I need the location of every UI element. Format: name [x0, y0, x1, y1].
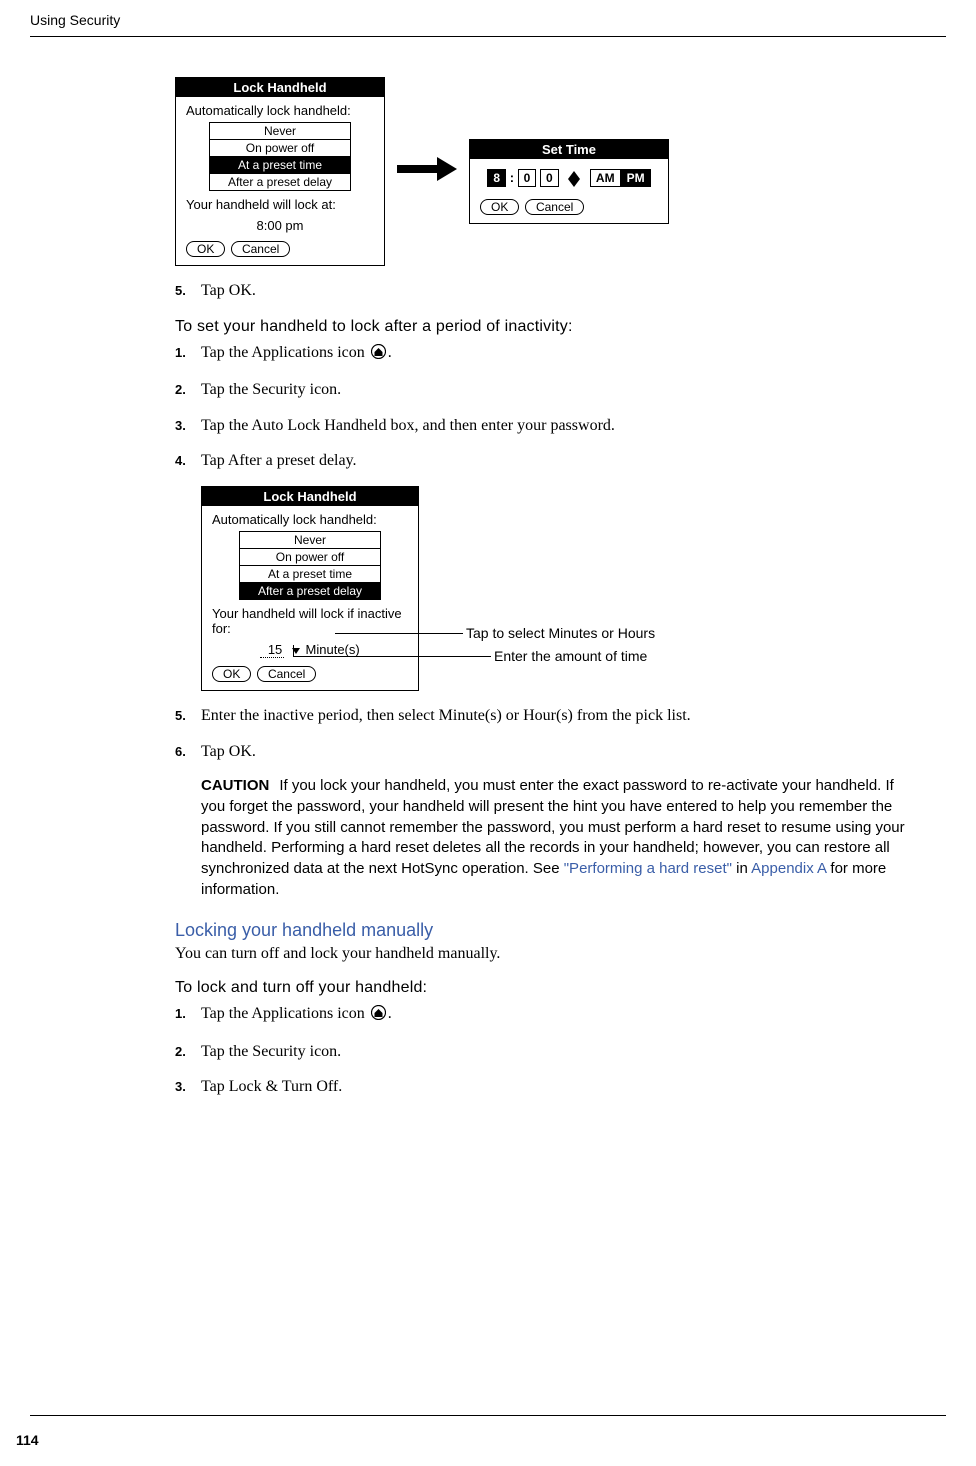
footer-rule	[30, 1415, 946, 1416]
step-1: Tap the Applications icon .	[175, 342, 916, 366]
step-text: Tap the Applications icon	[201, 1005, 365, 1022]
set-time-dialog: Set Time 8 : 0 0 AMPM OK	[469, 139, 669, 224]
am-button[interactable]: AM	[590, 169, 621, 187]
option-never[interactable]: Never	[239, 531, 381, 548]
ok-button[interactable]: OK	[186, 241, 225, 257]
caution-block: CAUTIONIf you lock your handheld, you mu…	[201, 776, 916, 900]
figure-lock-delay: Lock Handheld Automatically lock handhel…	[201, 486, 419, 691]
auto-lock-label: Automatically lock handheld:	[212, 512, 408, 527]
step-5: Enter the inactive period, then select M…	[175, 705, 916, 727]
option-preset-time[interactable]: At a preset time	[209, 156, 351, 173]
procedure-title-manual: To lock and turn off your handheld:	[175, 979, 916, 997]
option-preset-delay[interactable]: After a preset delay	[209, 173, 351, 191]
cancel-button[interactable]: Cancel	[231, 241, 290, 257]
caution-mid: in	[732, 860, 751, 877]
lock-handheld-dialog-2: Lock Handheld Automatically lock handhel…	[201, 486, 419, 691]
option-preset-time[interactable]: At a preset time	[239, 565, 381, 582]
arrow-icon	[397, 157, 457, 186]
procedure-title-inactivity: To set your handheld to lock after a per…	[175, 318, 916, 336]
link-appendix-a[interactable]: Appendix A	[751, 860, 826, 877]
home-icon	[371, 1005, 386, 1027]
auto-lock-label: Automatically lock handheld:	[186, 103, 374, 118]
subsection-intro: You can turn off and lock your handheld …	[175, 945, 916, 963]
lock-options-list[interactable]: Never On power off At a preset time Afte…	[209, 122, 351, 191]
page-number: 114	[16, 1432, 39, 1448]
dialog-title: Lock Handheld	[176, 78, 384, 97]
figure-lock-settime: Lock Handheld Automatically lock handhel…	[175, 77, 916, 266]
hour-field[interactable]: 8	[487, 169, 506, 187]
min2-field[interactable]: 0	[540, 169, 559, 187]
step-6: Tap OK.	[175, 741, 916, 763]
dialog-title: Lock Handheld	[202, 487, 418, 506]
step-2: Tap the Security icon.	[175, 379, 916, 401]
option-preset-delay[interactable]: After a preset delay	[239, 582, 381, 600]
callout-tick	[293, 645, 294, 656]
caution-label: CAUTION	[201, 777, 269, 794]
callout-line-1	[335, 633, 463, 634]
pm-button[interactable]: PM	[621, 169, 651, 187]
step-text: Tap the Applications icon	[201, 344, 365, 361]
step-5a: Tap OK.	[175, 280, 916, 302]
home-icon	[371, 344, 386, 366]
option-power-off[interactable]: On power off	[209, 139, 351, 156]
step-text-end: .	[388, 344, 392, 361]
callout-enter-time: Enter the amount of time	[494, 648, 647, 664]
lock-options-list[interactable]: Never On power off At a preset time Afte…	[239, 531, 381, 600]
subsection-title: Locking your handheld manually	[175, 920, 916, 941]
spinner[interactable]	[568, 171, 580, 187]
cancel-button[interactable]: Cancel	[257, 666, 316, 682]
lock-time-value: 8:00 pm	[186, 218, 374, 233]
lock-handheld-dialog-1: Lock Handheld Automatically lock handhel…	[175, 77, 385, 266]
callout-line-2	[293, 656, 491, 657]
link-hard-reset[interactable]: "Performing a hard reset"	[564, 860, 732, 877]
min1-field[interactable]: 0	[518, 169, 537, 187]
callout-minutes-hours: Tap to select Minutes or Hours	[466, 625, 655, 641]
running-header: Using Security	[0, 0, 976, 36]
inactive-label: Your handheld will lock if inactive for:	[212, 606, 408, 636]
delay-input[interactable]: 15	[260, 642, 284, 658]
option-power-off[interactable]: On power off	[239, 548, 381, 565]
ok-button[interactable]: OK	[480, 199, 519, 215]
dialog-title: Set Time	[470, 140, 668, 159]
cancel-button[interactable]: Cancel	[525, 199, 584, 215]
lock-at-label: Your handheld will lock at:	[186, 197, 374, 212]
option-never[interactable]: Never	[209, 122, 351, 139]
step-3: Tap the Auto Lock Handheld box, and then…	[175, 415, 916, 437]
step-4: Tap After a preset delay.	[175, 450, 916, 472]
step-1: Tap the Applications icon .	[175, 1003, 916, 1027]
colon: :	[510, 170, 518, 185]
step-2: Tap the Security icon.	[175, 1041, 916, 1063]
ok-button[interactable]: OK	[212, 666, 251, 682]
step-3: Tap Lock & Turn Off.	[175, 1076, 916, 1098]
main-content: Lock Handheld Automatically lock handhel…	[175, 37, 916, 1098]
unit-picker[interactable]: Minute(s)	[306, 642, 360, 657]
step-text-end: .	[388, 1005, 392, 1022]
